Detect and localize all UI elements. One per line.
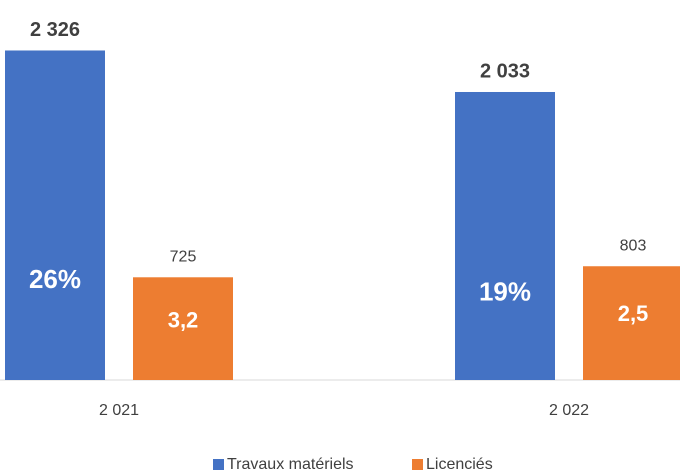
x-tick-label: 2 022 <box>549 402 589 419</box>
legend-label: Travaux matériels <box>227 456 354 473</box>
bar-annotation: 2,5 <box>618 301 649 326</box>
legend-label: Licenciés <box>426 456 493 473</box>
legend-swatch <box>412 459 423 470</box>
bar-annotation: 26% <box>29 264 81 294</box>
data-label: 2 326 <box>30 19 80 41</box>
data-label: 725 <box>170 249 197 266</box>
data-label: 803 <box>620 237 647 254</box>
bar-annotation: 19% <box>479 276 531 306</box>
bar <box>133 277 233 380</box>
legend-swatch <box>213 459 224 470</box>
bar-annotation: 3,2 <box>168 307 199 332</box>
bar <box>5 50 105 380</box>
data-label: 2 033 <box>480 60 530 82</box>
bar <box>583 266 680 380</box>
bar <box>455 91 555 380</box>
x-tick-label: 2 021 <box>99 402 139 419</box>
